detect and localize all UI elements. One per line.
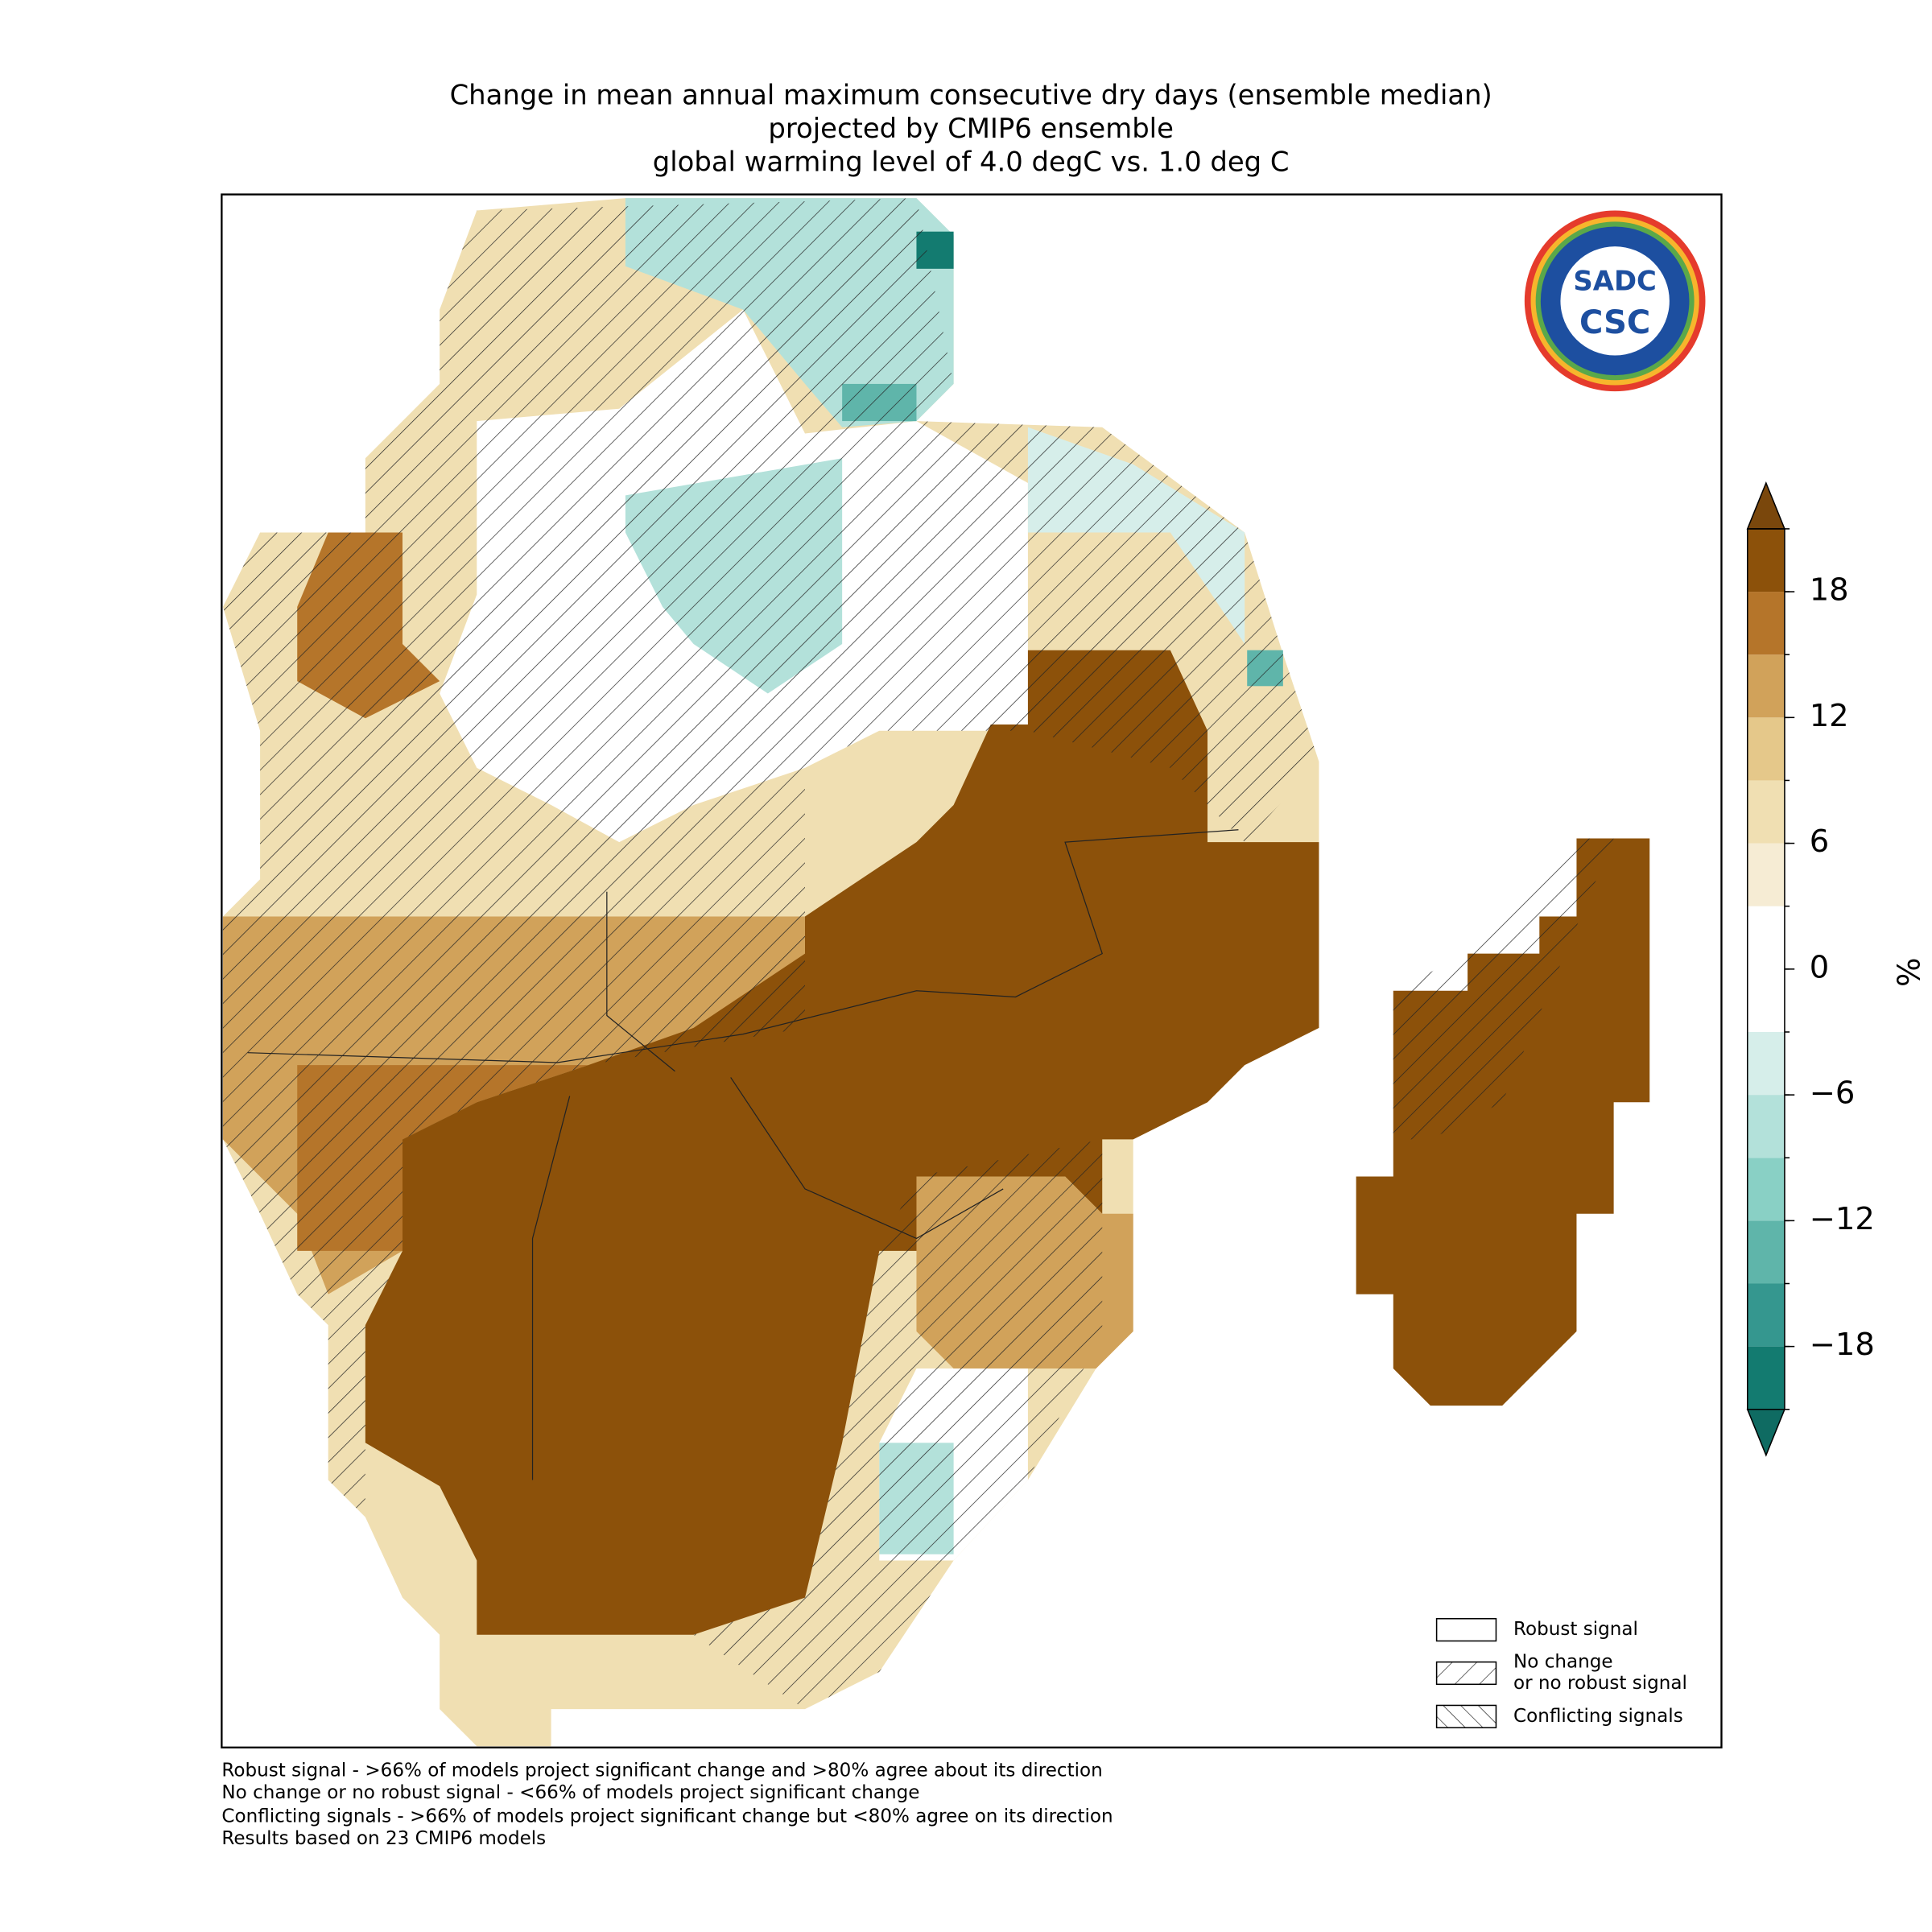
colorbar-tick-label: 12 [1810,698,1849,734]
colorbar-segment [1747,843,1785,906]
region [365,650,1319,1635]
colorbar-segment [1747,1158,1785,1221]
hatching [693,1139,1103,1710]
madagascar [1356,838,1650,1406]
footnote: Conflicting signals - >66% of models pro… [221,1806,1113,1827]
colorbar-segment [1747,780,1785,844]
colorbar-tick-label: 0 [1810,949,1829,985]
map [222,198,1650,1747]
title-line: Change in mean annual maximum consecutiv… [450,79,1492,110]
map-frame [221,193,1723,1748]
title-line: projected by CMIP6 ensemble [768,113,1173,144]
legend: Robust signal No change or no robust sign… [1435,1618,1687,1728]
footnote: Robust signal - >66% of models project s… [221,1761,1102,1781]
colorbar-segment [1747,1031,1785,1096]
colorbar-segment [1747,592,1785,655]
border [606,891,675,1072]
hatching [222,198,1319,1517]
border [531,1096,571,1480]
colorbar-tick-label: 18 [1810,572,1849,609]
colorbar-segment [1747,1220,1785,1284]
colorbar-segment [1747,717,1785,781]
colorbar-segment [1747,968,1785,1032]
logo-center [1560,246,1670,356]
hatching [1393,838,1614,1140]
footnote: Results based on 23 CMIP6 models [221,1828,546,1849]
logo-text: SADC [1573,265,1656,296]
logo-text: CSC [1579,304,1650,341]
footnote: No change or no robust signal - <66% of … [221,1782,919,1803]
colorbar-tick-label: 6 [1810,824,1829,860]
title-line: global warming level of 4.0 degC vs. 1.0… [653,147,1290,178]
colorbar-tick-label: −18 [1810,1327,1875,1363]
colorbar-segment [1747,1346,1785,1410]
legend-swatch [1435,1704,1497,1728]
colorbar-segment [1747,1283,1785,1347]
colorbar: −18 −12 −6 0 6 12 18% [1746,481,1927,1457]
border [730,1077,1004,1240]
legend-label: Robust signal [1513,1619,1638,1640]
legend-swatch [1435,1661,1497,1686]
colorbar-segment [1747,654,1785,718]
legend-label: No change or no robust signal [1513,1651,1687,1693]
colorbar-segment [1747,906,1785,969]
logo: SADC CSC [1524,210,1706,392]
colorbar-tick-label: −12 [1810,1201,1875,1237]
legend-swatch [1435,1618,1497,1642]
legend-label: Conflicting signals [1513,1706,1683,1727]
colorbar-tick-label: −6 [1810,1075,1856,1112]
colorbar-label: % [1891,957,1927,987]
colorbar-segment [1747,528,1785,592]
colorbar-segment [1747,1095,1785,1158]
border [247,829,1239,1063]
